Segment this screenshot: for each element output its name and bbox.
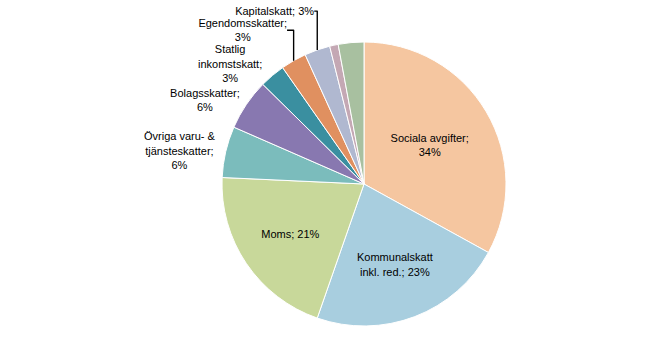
svg-text:Kommunalskattinkl. red.; 23%: Kommunalskattinkl. red.; 23% — [357, 251, 433, 277]
svg-text:Egendomsskatter;3%: Egendomsskatter;3% — [198, 17, 287, 43]
svg-text:Sociala avgifter;34%: Sociala avgifter;34% — [391, 132, 469, 158]
svg-text:Moms; 21%: Moms; 21% — [261, 228, 319, 240]
svg-text:Statliginkomstskatt;3%: Statliginkomstskatt;3% — [198, 43, 262, 84]
svg-text:Bolagsskatter;6%: Bolagsskatter;6% — [170, 87, 240, 113]
svg-text:Kapitalskatt; 3%: Kapitalskatt; 3% — [235, 5, 314, 17]
svg-text:Övriga varu- &tjänsteskatter;6: Övriga varu- &tjänsteskatter;6% — [144, 130, 216, 171]
